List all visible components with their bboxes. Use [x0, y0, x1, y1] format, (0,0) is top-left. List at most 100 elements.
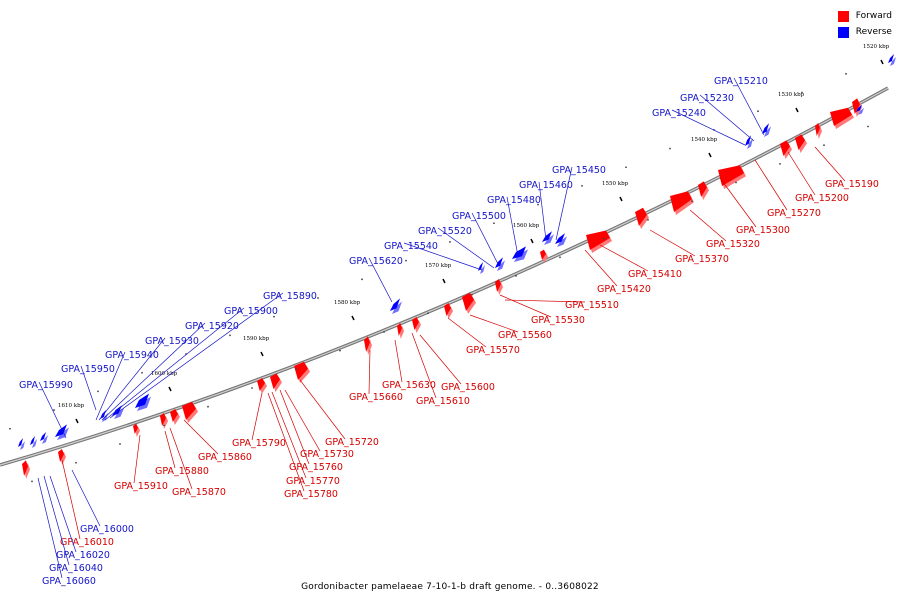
reverse-gene — [888, 54, 896, 66]
forward-gene — [58, 449, 66, 465]
reverse-gene — [55, 424, 69, 440]
reverse-gene-label-leader — [538, 181, 547, 241]
forward-gene — [698, 181, 709, 200]
reverse-gene-label: GPA_15210 — [714, 76, 768, 87]
scale-tick — [795, 107, 799, 113]
reverse-gene-label: GPA_15930 — [145, 336, 199, 347]
scale-label: 1520 kbp — [863, 44, 890, 50]
scale-tick — [619, 196, 623, 202]
minor-tick — [449, 241, 451, 243]
scale-tick — [708, 152, 712, 158]
minor-tick — [669, 147, 671, 150]
scale-tick — [442, 278, 446, 284]
forward-gene-label-leader — [251, 392, 263, 441]
reverse-gene-label-leader — [471, 212, 499, 265]
forward-gene-label-leader — [299, 379, 346, 440]
reverse-gene-label-leader — [49, 475, 77, 553]
minor-tick — [339, 349, 341, 352]
minor-tick — [207, 405, 209, 408]
forward-gene-label-leader — [61, 459, 81, 540]
forward-gene-label-leader — [368, 349, 371, 395]
scale-label: 1550 kbp — [602, 181, 629, 187]
forward-gene-label-leader — [164, 430, 176, 469]
reverse-gene — [100, 410, 108, 422]
minor-tick — [867, 125, 869, 128]
forward-gene-label-leader — [689, 209, 727, 242]
reverse-gene-label-leader — [555, 166, 573, 241]
forward-gene-label-leader — [411, 332, 437, 399]
minor-tick — [53, 409, 55, 411]
forward-gene — [160, 413, 168, 429]
minor-tick — [647, 218, 649, 221]
minor-tick — [735, 181, 737, 184]
reverse-swatch — [837, 26, 849, 38]
forward-gene — [257, 378, 267, 394]
reverse-gene — [555, 233, 567, 247]
reverse-gene-label: GPA_16060 — [42, 576, 96, 587]
forward-gene-label: GPA_15600 — [441, 382, 495, 393]
forward-gene-label-leader — [599, 244, 649, 272]
reverse-gene-label-leader — [80, 365, 97, 411]
forward-gene — [294, 361, 310, 383]
forward-gene-label-leader — [814, 146, 846, 182]
legend-forward-label: Forward — [855, 11, 892, 21]
forward-gene — [586, 230, 612, 253]
forward-gene — [780, 140, 792, 159]
reverse-gene-label-leader — [403, 242, 483, 271]
reverse-gene — [495, 257, 505, 271]
minor-tick — [75, 461, 77, 464]
forward-gene-label-leader — [267, 392, 305, 492]
forward-gene-label-leader — [504, 299, 586, 303]
forward-gene-label: GPA_15780 — [284, 489, 338, 500]
scale-tick — [75, 418, 79, 424]
minor-tick — [405, 259, 407, 262]
forward-swatch — [837, 10, 849, 22]
minor-tick — [317, 297, 319, 299]
minor-tick — [229, 334, 231, 337]
minor-tick — [559, 256, 561, 259]
legend-reverse-label: Reverse — [855, 27, 892, 37]
reverse-gene-label-leader — [101, 322, 206, 421]
minor-tick — [163, 424, 165, 427]
scale-label: 1600 kbp — [151, 371, 178, 377]
reverse-gene-label: GPA_15460 — [519, 180, 573, 191]
minor-tick — [427, 312, 429, 315]
forward-gene-label: GPA_15630 — [382, 380, 436, 391]
genome-caption: Gordonibacter pamelaeae 7-10-1-b draft g… — [301, 582, 599, 592]
reverse-gene — [745, 135, 753, 149]
scale-label: 1590 kbp — [243, 336, 270, 342]
forward-gene-label: GPA_15570 — [466, 345, 520, 356]
reverse-gene-label: GPA_15230 — [680, 93, 734, 104]
minor-tick — [141, 371, 143, 374]
forward-gene-label: GPA_15420 — [597, 284, 651, 295]
reverse-gene — [856, 104, 864, 115]
reverse-gene-label-leader — [368, 257, 393, 303]
forward-gene — [718, 165, 746, 189]
forward-gene — [815, 123, 822, 139]
forward-gene-label-leader — [279, 389, 310, 465]
reverse-gene-label: GPA_15950 — [61, 364, 115, 375]
forward-gene-label: GPA_15200 — [795, 193, 849, 204]
reverse-gene-label-leader — [506, 196, 519, 257]
legend-reverse: Reverse — [837, 24, 892, 40]
minor-tick — [471, 293, 473, 296]
scale-tick — [880, 59, 884, 65]
reverse-gene-label-leader — [43, 475, 70, 566]
reverse-gene-label-leader — [98, 337, 166, 421]
minor-tick — [383, 331, 385, 333]
forward-gene — [635, 207, 649, 229]
forward-gene-label: GPA_15870 — [172, 487, 226, 498]
reverse-gene-label: GPA_15990 — [19, 380, 73, 391]
reverse-gene-label: GPA_15890 — [263, 291, 317, 302]
forward-gene-label: GPA_15860 — [198, 452, 252, 463]
reverse-gene — [390, 298, 402, 314]
forward-gene-label: GPA_15790 — [232, 438, 286, 449]
reverse-gene — [135, 393, 151, 411]
reverse-gene-label: GPA_15620 — [349, 256, 403, 267]
minor-tick — [295, 368, 297, 371]
forward-gene-label-leader — [447, 317, 487, 348]
reverse-gene — [542, 231, 554, 245]
scale-tick — [168, 386, 172, 392]
reverse-gene — [40, 432, 48, 444]
reverse-gene-label-leader — [95, 351, 126, 421]
